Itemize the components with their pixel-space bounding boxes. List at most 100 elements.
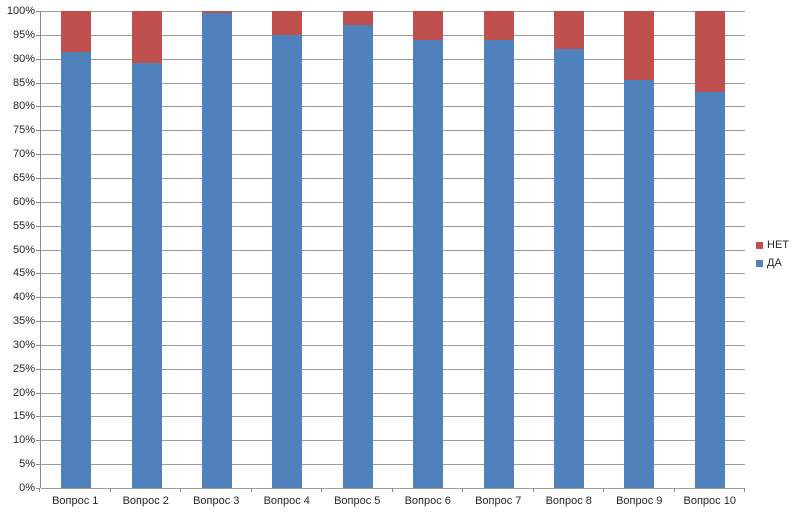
gridline-40 [41, 297, 745, 299]
bar-segment-да-6 [413, 39, 444, 488]
bar-segment-да-9 [624, 80, 655, 488]
y-tick [36, 440, 40, 442]
x-axis-category-label-4: Вопрос 4 [263, 495, 310, 507]
gridline-70 [41, 154, 745, 156]
bar-segment-нет-4 [272, 11, 303, 35]
bar-segment-нет-6 [413, 11, 444, 40]
bar-segment-да-10 [694, 92, 725, 488]
legend-label: НЕТ [767, 239, 789, 251]
y-axis-tick-label: 10% [12, 434, 35, 447]
legend-swatch-icon [756, 242, 763, 249]
gridline-0 [41, 488, 745, 489]
category-slot-2 [111, 11, 181, 488]
x-axis-category-label-5: Вопрос 5 [334, 495, 381, 507]
y-tick [36, 321, 40, 323]
gridline-15 [41, 416, 745, 418]
gridline-5 [41, 464, 745, 466]
x-tick [673, 488, 675, 492]
y-axis-tick-label: 5% [19, 458, 35, 471]
x-axis-category-label-6: Вопрос 6 [404, 495, 451, 507]
bar-segment-нет-3 [202, 11, 233, 14]
y-axis-tick-label: 35% [12, 315, 35, 328]
gridline-75 [41, 130, 745, 132]
y-tick [36, 392, 40, 394]
bar-segment-да-2 [131, 63, 162, 488]
bar-segment-нет-9 [624, 11, 655, 81]
bar-segment-нет-5 [342, 11, 373, 26]
gridline-20 [41, 392, 745, 394]
x-axis-category-label-3: Вопрос 3 [193, 495, 240, 507]
x-axis-labels: Вопрос 1 Вопрос 2 Вопрос 3 Вопрос 4 Вопрос 5… [40, 495, 745, 508]
gridline-95 [41, 34, 745, 36]
y-tick [36, 488, 40, 489]
x-tick [462, 488, 463, 492]
y-tick [36, 201, 40, 203]
category-slot-4 [252, 11, 322, 488]
y-tick [36, 416, 40, 418]
bar-segment-да-4 [272, 34, 303, 488]
y-tick [36, 34, 40, 36]
gridline-100 [41, 11, 745, 12]
gridline-30 [41, 344, 745, 346]
x-tick [391, 488, 393, 492]
x-tick [109, 488, 111, 492]
y-axis-tick-label: 50% [12, 243, 35, 256]
y-axis-tick-label: 95% [12, 28, 35, 41]
bar-segment-да-5 [342, 25, 373, 488]
y-axis-tick-label: 40% [12, 291, 35, 304]
category-slot-7 [463, 11, 533, 488]
y-axis-tick-label: 75% [12, 124, 35, 137]
y-axis-tick-label: 30% [12, 338, 35, 351]
y-tick [36, 82, 40, 84]
gridline-85 [41, 82, 745, 84]
gridline-50 [41, 249, 745, 251]
bar-segment-да-8 [554, 49, 585, 488]
y-tick [36, 177, 40, 179]
x-axis-category-label-1: Вопрос 1 [52, 495, 99, 507]
y-axis-tick-label: 100% [6, 5, 35, 17]
gridline-45 [41, 273, 745, 275]
category-slot-1 [41, 11, 111, 488]
y-axis-tick-label: 20% [12, 386, 35, 399]
x-tick [321, 488, 322, 492]
y-tick [36, 11, 40, 12]
bar-segment-нет-7 [483, 11, 514, 40]
category-slot-9 [604, 11, 674, 488]
legend-item-да: ДА [756, 258, 789, 269]
gridline-90 [41, 58, 745, 60]
gridline-60 [41, 201, 745, 203]
bar-segment-нет-1 [61, 11, 92, 52]
y-axis-tick-label: 85% [12, 76, 35, 89]
x-tick [603, 488, 604, 492]
y-tick [36, 130, 40, 132]
plot-area [40, 11, 745, 489]
bar-segment-да-7 [483, 39, 514, 488]
y-axis-tick-label: 0% [19, 482, 35, 494]
bar-segment-да-1 [61, 51, 92, 488]
x-axis-category-label-2: Вопрос 2 [122, 495, 169, 507]
y-axis-tick-label: 45% [12, 267, 35, 280]
gridline-80 [41, 106, 745, 108]
x-tick [180, 488, 181, 492]
bar-segment-да-3 [202, 13, 233, 488]
y-tick [36, 154, 40, 156]
bar-segment-нет-8 [554, 11, 585, 50]
category-slot-3 [182, 11, 252, 488]
y-tick [36, 225, 40, 227]
legend: НЕТ ДА [756, 240, 789, 269]
bar-segment-нет-10 [694, 11, 725, 93]
y-axis-tick-label: 55% [12, 219, 35, 232]
y-tick [36, 273, 40, 275]
gridline-25 [41, 368, 745, 370]
y-axis-tick-label: 80% [12, 100, 35, 113]
bar-segment-нет-2 [131, 11, 162, 64]
y-axis-tick-label: 15% [12, 410, 35, 423]
bars-container [41, 11, 745, 488]
y-tick [36, 297, 40, 299]
x-axis-category-label-8: Вопрос 8 [545, 495, 592, 507]
y-axis-tick-label: 65% [12, 171, 35, 184]
y-tick [36, 344, 40, 346]
x-axis-category-label-7: Вопрос 7 [475, 495, 522, 507]
y-tick [36, 106, 40, 108]
gridline-35 [41, 321, 745, 323]
